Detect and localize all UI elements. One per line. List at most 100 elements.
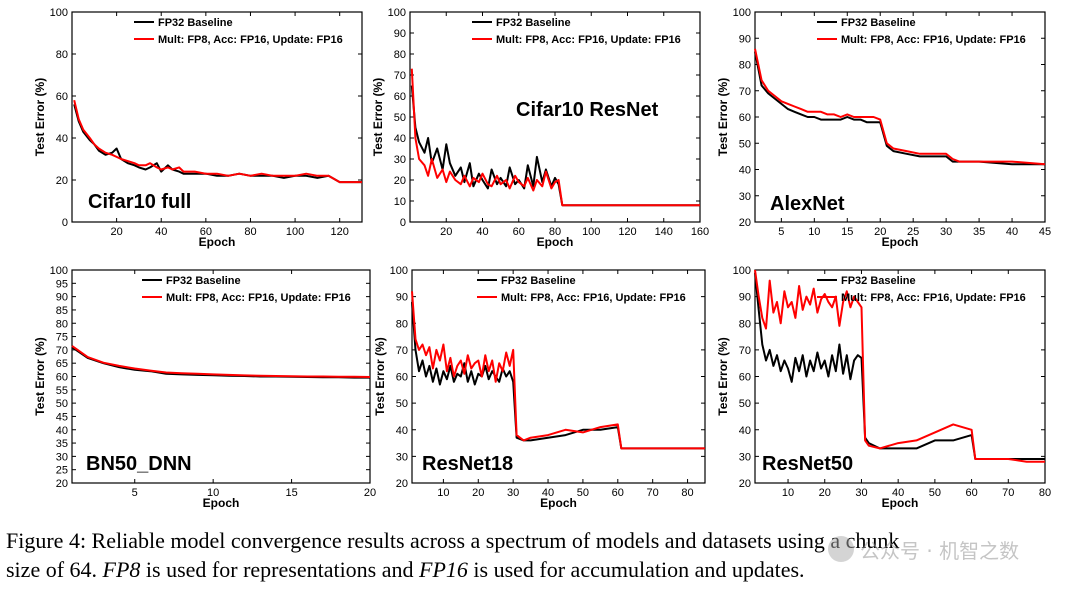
x-tick-label: 35 — [973, 226, 985, 238]
x-axis-label: Epoch — [540, 496, 577, 510]
y-tick-label: 50 — [739, 138, 751, 150]
y-tick-label: 50 — [56, 398, 68, 410]
y-tick-label: 40 — [739, 165, 751, 177]
x-tick-label: 10 — [808, 226, 820, 238]
y-tick-label: 20 — [739, 478, 751, 490]
y-tick-label: 80 — [56, 49, 68, 61]
x-tick-label: 5 — [132, 487, 138, 499]
x-tick-label: 40 — [476, 226, 488, 238]
y-tick-label: 90 — [56, 292, 68, 304]
caption-line-1: Figure 4: Reliable model convergence res… — [6, 528, 900, 553]
x-tick-label: 60 — [200, 226, 212, 238]
legend-label-baseline: FP32 Baseline — [501, 275, 576, 287]
legend-label-baseline: FP32 Baseline — [841, 17, 916, 29]
x-tick-label: 20 — [440, 226, 452, 238]
y-tick-label: 35 — [56, 438, 68, 450]
y-tick-label: 95 — [56, 278, 68, 290]
y-tick-label: 90 — [739, 292, 751, 304]
y-tick-label: 30 — [739, 191, 751, 203]
x-tick-label: 20 — [110, 226, 122, 238]
chart-panel-1: 0 20 40 60 80 100 20 40 60 80 100 120 Epoch Test Erro… — [33, 7, 363, 249]
y-tick-label: 100 — [50, 7, 68, 19]
x-tick-label: 160 — [691, 226, 709, 238]
y-tick-label: 80 — [394, 49, 406, 61]
chart-grid: 0 20 40 60 80 100 20 40 60 80 100 120 Epoch Test Erro… — [33, 7, 1051, 510]
caption-fp8: FP8 — [102, 557, 141, 582]
x-tick-label: 60 — [612, 487, 624, 499]
y-tick-label: 75 — [56, 332, 68, 344]
x-tick-label: 20 — [472, 487, 484, 499]
caption-line-2b: is used for representations and — [145, 557, 414, 582]
y-tick-label: 40 — [56, 133, 68, 145]
x-axis-label: Epoch — [882, 496, 919, 510]
y-tick-label: 90 — [739, 33, 751, 45]
x-tick-label: 15 — [841, 226, 853, 238]
y-tick-label: 0 — [62, 217, 68, 229]
series-line-fp8 — [73, 99, 362, 184]
chart-panel-6: 20 30 40 50 60 70 80 90 100 10 20 30 40 50 60 70 80 Epoch… — [716, 265, 1051, 510]
y-tick-label: 50 — [739, 398, 751, 410]
y-tick-label: 70 — [56, 345, 68, 357]
y-tick-label: 20 — [739, 217, 751, 229]
series-line-baseline — [754, 272, 1045, 460]
x-tick-label: 120 — [618, 226, 636, 238]
y-tick-label: 70 — [739, 86, 751, 98]
x-tick-label: 60 — [965, 487, 977, 499]
y-axis-label: Test Error (%) — [716, 337, 730, 415]
x-tick-label: 40 — [892, 487, 904, 499]
x-tick-label: 20 — [874, 226, 886, 238]
y-axis-label: Test Error (%) — [373, 337, 387, 415]
panel-title: Cifar10 full — [88, 191, 191, 213]
caption-line-2c: is used for accumulation and updates. — [473, 557, 805, 582]
y-tick-label: 40 — [56, 425, 68, 437]
plot-frame — [71, 11, 363, 223]
y-axis-label: Test Error (%) — [716, 78, 730, 156]
series-line-fp8 — [754, 48, 1046, 166]
x-tick-label: 50 — [929, 487, 941, 499]
series-line-fp8 — [410, 68, 700, 207]
legend-label-baseline: FP32 Baseline — [496, 17, 571, 29]
y-tick-label: 60 — [394, 91, 406, 103]
y-tick-label: 85 — [56, 305, 68, 317]
series-line-baseline — [754, 51, 1045, 166]
chart-panel-2: 0 10 20 30 40 50 60 70 80 90 100 20 40 60 80 100 120 140 1… — [371, 7, 709, 249]
y-tick-label: 80 — [739, 318, 751, 330]
y-tick-label: 100 — [50, 265, 68, 277]
y-tick-label: 90 — [394, 28, 406, 40]
x-axis-label: Epoch — [882, 235, 919, 249]
y-tick-label: 20 — [56, 175, 68, 187]
y-tick-label: 0 — [400, 217, 406, 229]
x-tick-label: 80 — [549, 226, 561, 238]
y-tick-label: 30 — [394, 154, 406, 166]
y-tick-label: 90 — [396, 292, 408, 304]
x-tick-label: 70 — [647, 487, 659, 499]
legend-label-fp8: Mult: FP8, Acc: FP16, Update: FP16 — [501, 292, 686, 304]
caption-line-2a: size of 64. — [6, 557, 98, 582]
panel-title: ResNet50 — [762, 453, 853, 475]
y-axis-label: Test Error (%) — [33, 337, 47, 415]
x-tick-label: 70 — [1002, 487, 1014, 499]
x-tick-label: 30 — [940, 226, 952, 238]
x-tick-label: 100 — [582, 226, 600, 238]
panel-title: BN50_DNN — [86, 453, 192, 475]
x-tick-label: 45 — [1039, 226, 1051, 238]
y-tick-label: 70 — [394, 70, 406, 82]
panel-title: ResNet18 — [422, 453, 513, 475]
y-tick-label: 60 — [56, 372, 68, 384]
figure-caption: Figure 4: Reliable model convergence res… — [6, 526, 1076, 584]
watermark: 公众号 · 机智之数 — [828, 532, 1048, 566]
x-tick-label: 20 — [364, 487, 376, 499]
y-tick-label: 60 — [739, 112, 751, 124]
x-tick-label: 40 — [542, 487, 554, 499]
x-tick-label: 25 — [907, 226, 919, 238]
caption-fp16: FP16 — [419, 557, 468, 582]
series-line-baseline — [73, 104, 362, 184]
y-tick-label: 80 — [396, 318, 408, 330]
x-tick-label: 100 — [286, 226, 304, 238]
y-tick-label: 40 — [394, 133, 406, 145]
x-tick-label: 10 — [207, 487, 219, 499]
y-tick-label: 55 — [56, 385, 68, 397]
y-tick-label: 30 — [56, 451, 68, 463]
